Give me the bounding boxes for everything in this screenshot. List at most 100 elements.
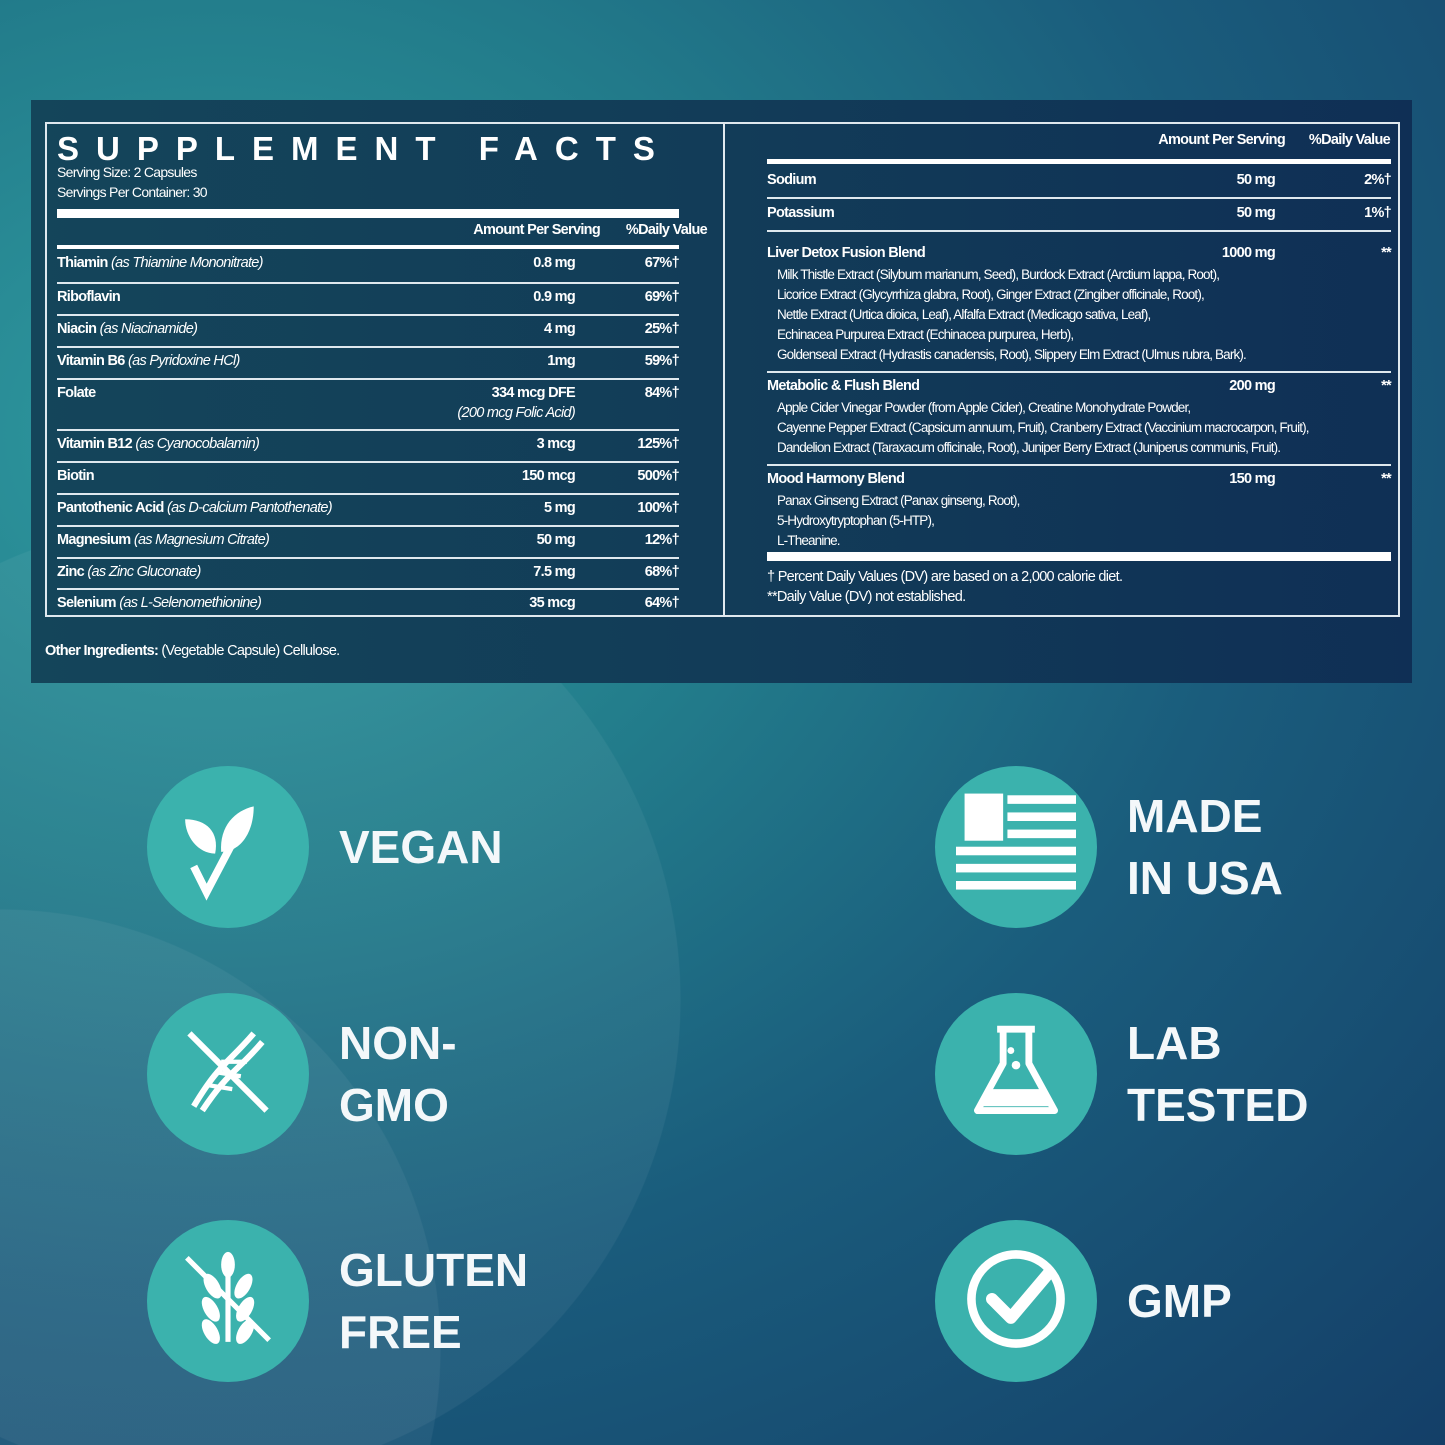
blend-name: Mood Harmony Blend — [767, 471, 905, 487]
badge-label-line: VEGAN — [339, 821, 503, 873]
footnote-dv: † Percent Daily Values (DV) are based on… — [767, 569, 1123, 585]
nutrient-name: Vitamin B6 (as Pyridoxine HCl) — [57, 353, 240, 369]
divider-thick — [57, 209, 679, 218]
blend-daily-value: ** — [1381, 245, 1392, 261]
leaf-check-badge — [147, 766, 309, 928]
ingredient-line: Cayenne Pepper Extract (Capsicum annuum,… — [777, 420, 1310, 435]
nutrient-row: Biotin 150 mcg 500%† — [57, 461, 680, 493]
nutrient-name: Niacin (as Niacinamide) — [57, 321, 198, 337]
nutrient-amount: 334 mcg DFE — [491, 385, 576, 401]
nutrient-source: (as Magnesium Citrate) — [133, 532, 270, 548]
mineral-amount: 50 mg — [1236, 205, 1276, 221]
badge-label: GMP — [1127, 1270, 1232, 1332]
nutrient-source: (as Cyanocobalamin) — [135, 436, 260, 452]
nutrient-source: (as Thiamine Mononitrate) — [111, 255, 263, 271]
nutrient-label: Niacin — [57, 321, 97, 337]
col-amount-header-right: Amount Per Serving — [1158, 132, 1285, 148]
facts-title: SUPPLEMENT FACTS — [57, 130, 672, 167]
badge-label-line: GMO — [339, 1079, 449, 1131]
nutrient-row: Niacin (as Niacinamide) 4 mg 25%† — [57, 314, 680, 346]
nutrient-daily-value: 59%† — [644, 353, 680, 369]
nutrient-row: Vitamin B6 (as Pyridoxine HCl) 1mg 59%† — [57, 346, 680, 378]
other-ingredients: Other Ingredients: (Vegetable Capsule) C… — [45, 643, 340, 659]
ingredient-line: Goldenseal Extract (Hydrastis canadensis… — [777, 347, 1247, 362]
divider — [767, 464, 1391, 466]
usa-flag-icon — [956, 785, 1076, 910]
nutrient-row: Pantothenic Acid (as D-calcium Pantothen… — [57, 493, 680, 525]
badge-label-line: LAB — [1127, 1017, 1222, 1069]
nutrient-amount: 4 mg — [543, 321, 576, 337]
nutrient-name: Thiamin (as Thiamine Mononitrate) — [57, 255, 263, 271]
mineral-daily-value: 1%† — [1364, 205, 1392, 221]
col-dv-header-right: %Daily Value — [1308, 132, 1391, 148]
nutrient-amount: 1mg — [547, 353, 575, 369]
nutrient-amount: 7.5 mg — [533, 564, 575, 580]
blend-ingredients: Apple Cider Vinegar Powder (from Apple C… — [777, 398, 1391, 458]
nutrient-label: Riboflavin — [57, 289, 121, 305]
nutrient-name: Vitamin B12 (as Cyanocobalamin) — [57, 436, 260, 452]
badge-label: LAB TESTED — [1127, 1012, 1308, 1136]
badge-label: VEGAN — [339, 816, 503, 878]
ingredient-line: Milk Thistle Extract (Silybum marianum, … — [777, 267, 1220, 282]
divider-thick — [767, 552, 1391, 561]
checkmark-circle-icon — [956, 1239, 1076, 1364]
nutrient-name: Pantothenic Acid (as D-calcium Pantothen… — [57, 500, 333, 516]
blend-name: Liver Detox Fusion Blend — [767, 245, 926, 261]
nutrient-daily-value: 69%† — [644, 289, 680, 305]
nutrient-row: Magnesium (as Magnesium Citrate) 50 mg 12%… — [57, 525, 680, 557]
other-ingredients-value: (Vegetable Capsule) Cellulose. — [158, 643, 340, 659]
nutrient-name: Riboflavin — [57, 289, 121, 305]
mineral-daily-value: 2%† — [1364, 172, 1392, 188]
mineral-row: Potassium 50 mg 1%† — [767, 205, 1392, 227]
nutrient-amount: 5 mg — [543, 500, 576, 516]
badge-label: MADE IN USA — [1127, 785, 1283, 909]
nutrient-row: Vitamin B12 (as Cyanocobalamin) 3 mcg 125%… — [57, 429, 680, 461]
badge-label-line: NON- — [339, 1017, 457, 1069]
nutrient-name: Folate — [57, 385, 96, 401]
ingredient-line: L-Theanine. — [777, 533, 841, 548]
nutrient-row: Thiamin (as Thiamine Mononitrate) 0.8 mg 6… — [57, 250, 680, 282]
column-divider — [723, 124, 725, 615]
nutrient-amount: 50 mg — [536, 532, 576, 548]
nutrient-row: Riboflavin 0.9 mg 69%† — [57, 282, 680, 314]
nutrient-label: Selenium — [57, 595, 117, 611]
ingredient-line: Dandelion Extract (Taraxacum officinale,… — [777, 440, 1281, 455]
nutrient-daily-value: 84%† — [644, 385, 680, 401]
mineral-name: Potassium — [767, 205, 835, 221]
badge-label-line: GMP — [1127, 1275, 1232, 1327]
nutrient-name: Biotin — [57, 468, 95, 484]
nutrient-label: Biotin — [57, 468, 95, 484]
nutrient-label: Vitamin B6 — [57, 353, 125, 369]
facts-table: SUPPLEMENT FACTS Serving Size: 2 Capsule… — [45, 122, 1400, 617]
nutrient-label: Thiamin — [57, 255, 108, 271]
blend-amount: 150 mg — [1229, 471, 1275, 487]
nutrient-daily-value: 64%† — [644, 595, 680, 611]
divider — [767, 159, 1391, 164]
leaf-check-icon — [168, 785, 288, 910]
blend-daily-value: ** — [1381, 378, 1392, 394]
nutrient-row: Zinc (as Zinc Gluconate) 7.5 mg 68%† — [57, 557, 680, 589]
wheat-crossed-badge — [147, 1220, 309, 1382]
ingredient-line: Echinacea Purpurea Extract (Echinacea pu… — [777, 327, 1074, 342]
col-amount-header: Amount Per Serving — [473, 222, 600, 238]
blend-amount: 1000 mg — [1221, 245, 1276, 261]
nutrient-amount: 0.8 mg — [533, 255, 575, 271]
other-ingredients-label: Other Ingredients: — [45, 643, 159, 659]
badge-label-line: IN USA — [1127, 852, 1283, 904]
badge-label-line: TESTED — [1127, 1079, 1309, 1131]
nutrient-daily-value: 125%† — [637, 436, 679, 452]
nutrient-source: (as Niacinamide) — [99, 321, 198, 337]
blend-amount: 200 mg — [1229, 378, 1275, 394]
nutrient-daily-value: 12%† — [644, 532, 680, 548]
divider — [57, 245, 679, 249]
serving-size: Serving Size: 2 Capsules — [57, 164, 197, 180]
nutrient-source: (as D-calcium Pantothenate) — [167, 500, 333, 516]
nutrient-label: Magnesium — [57, 532, 131, 548]
dna-crossed-icon — [168, 1012, 288, 1137]
nutrient-source: (as L-Selenomethionine) — [119, 595, 262, 611]
flask-badge — [935, 993, 1097, 1155]
badge-label: GLUTEN FREE — [339, 1239, 528, 1363]
nutrient-amount-note: (200 mcg Folic Acid) — [457, 405, 575, 421]
mineral-amount: 50 mg — [1236, 172, 1276, 188]
footnote-not-established: **Daily Value (DV) not established. — [767, 589, 966, 605]
